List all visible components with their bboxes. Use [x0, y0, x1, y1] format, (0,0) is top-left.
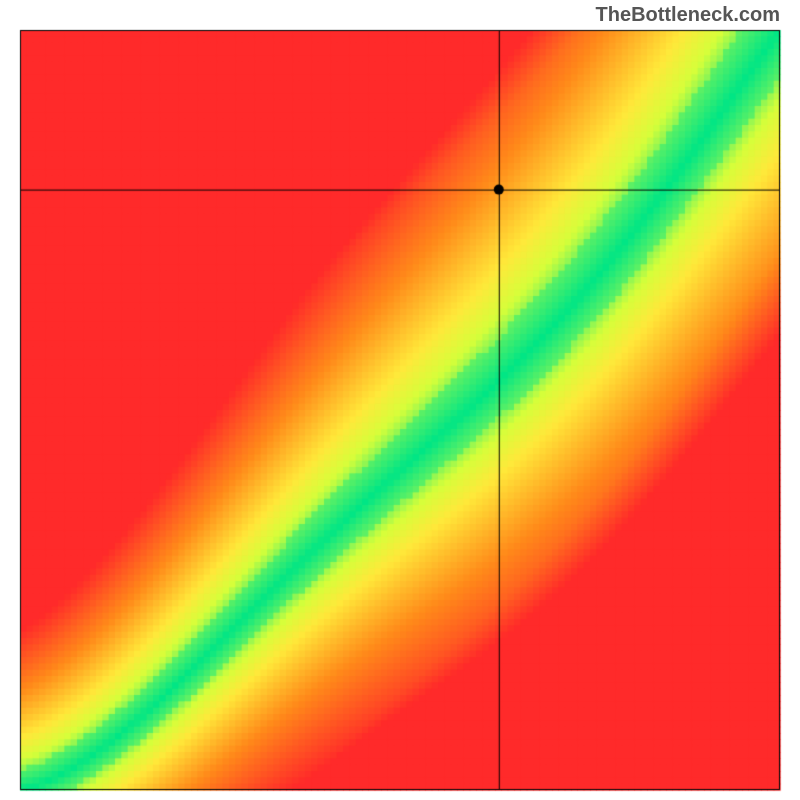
chart-container: TheBottleneck.com	[0, 0, 800, 800]
attribution-text: TheBottleneck.com	[596, 4, 780, 27]
bottleneck-heatmap	[0, 0, 800, 800]
